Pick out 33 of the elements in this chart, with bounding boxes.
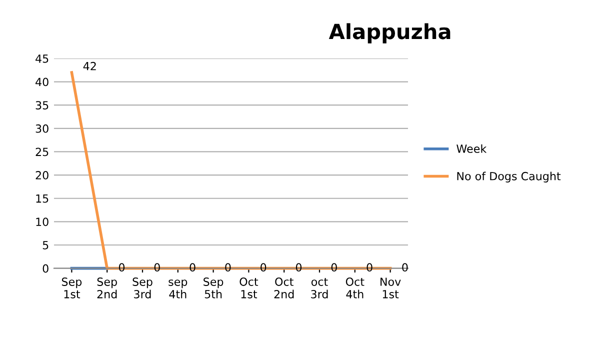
data-label: 0 bbox=[154, 263, 160, 272]
data-label: 0 bbox=[331, 263, 337, 272]
legend-label: No of Dogs Caught bbox=[457, 172, 561, 182]
y-tick-label: 5 bbox=[42, 241, 48, 250]
x-tick-label: Sep 2nd bbox=[97, 278, 117, 298]
y-tick-label: 25 bbox=[36, 148, 48, 156]
x-tick-label: oct 3rd bbox=[311, 278, 328, 298]
y-tick-label: 0 bbox=[42, 264, 48, 273]
y-tick-label: 35 bbox=[36, 101, 48, 110]
data-label: 0 bbox=[260, 263, 266, 272]
data-label: 0 bbox=[190, 263, 196, 272]
x-tick-label: Sep 3rd bbox=[132, 278, 152, 298]
y-tick-label: 40 bbox=[36, 78, 48, 86]
y-tick-label: 30 bbox=[36, 124, 48, 133]
data-label: 0 bbox=[225, 263, 231, 272]
chart-title: Alappuzha bbox=[328, 23, 450, 44]
y-tick-label: 45 bbox=[36, 54, 48, 63]
data-label: 0 bbox=[366, 263, 372, 272]
data-label: 0 bbox=[118, 263, 125, 272]
x-tick-label: Oct 2nd bbox=[274, 278, 294, 298]
data-label: 42 bbox=[83, 62, 96, 70]
x-tick-label: Nov 1st bbox=[380, 278, 401, 298]
y-tick-label: 10 bbox=[36, 218, 48, 226]
x-tick-label: Oct 4th bbox=[346, 278, 364, 298]
x-tick-label: Sep 1st bbox=[62, 278, 82, 298]
x-tick-label: Oct 1st bbox=[240, 278, 258, 298]
y-tick-label: 15 bbox=[36, 194, 48, 203]
legend-label: Week bbox=[456, 144, 487, 153]
x-tick-label: Sep 5th bbox=[204, 278, 224, 298]
x-tick-label: sep 4th bbox=[168, 280, 188, 298]
data-label: 0 bbox=[296, 263, 302, 272]
y-tick-label: 20 bbox=[36, 171, 48, 180]
data-label: 0 bbox=[402, 263, 408, 272]
